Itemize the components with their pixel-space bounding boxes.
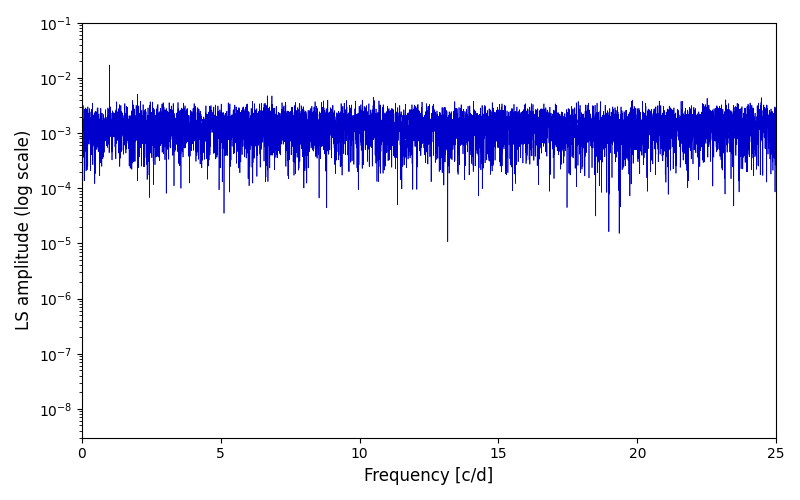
Y-axis label: LS amplitude (log scale): LS amplitude (log scale) (15, 130, 33, 330)
X-axis label: Frequency [c/d]: Frequency [c/d] (364, 467, 494, 485)
